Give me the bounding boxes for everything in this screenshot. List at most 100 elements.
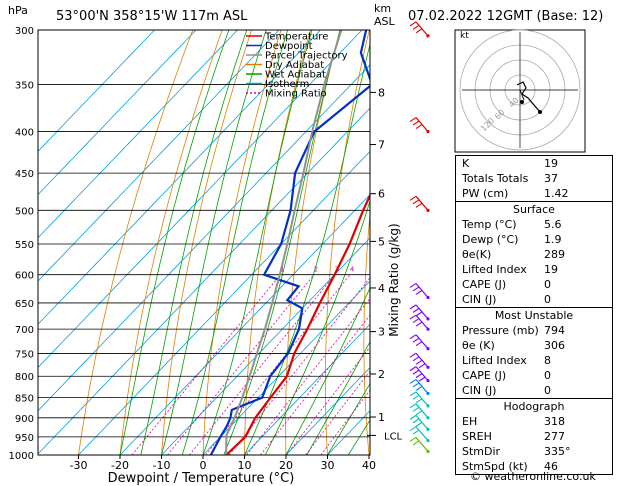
legend-label: Wet Adiabat (265, 70, 326, 81)
series-line-temperature (225, 192, 370, 455)
wind-barb-flag (412, 337, 420, 343)
plot-frame (37, 29, 371, 456)
asl-label: ASL (374, 15, 396, 28)
wind-barb-flag (412, 356, 420, 362)
index-row: Temp (°C) 5.6 (456, 217, 612, 232)
wind-barb-flag (412, 440, 420, 446)
index-label: θe(K) (462, 248, 492, 261)
index-row: Lifted Index 19 (456, 262, 612, 277)
wind-barb-dot (426, 208, 430, 212)
index-row: Dewp (°C) 1.9 (456, 232, 612, 247)
index-row: PW (cm) 1.42 (456, 186, 612, 201)
index-label: StmDir (462, 445, 501, 458)
x-axis-label: Dewpoint / Temperature (°C) (108, 471, 295, 486)
wind-barb (415, 437, 429, 452)
index-value: 1.42 (544, 187, 569, 200)
wind-barb-flag (409, 314, 417, 320)
wind-barb-flag (415, 373, 423, 379)
pressure-tick-label: 550 (15, 240, 34, 251)
wind-barb-flag (415, 290, 423, 295)
pressure-tick-label: 450 (15, 169, 34, 180)
unstable-title: Most Unstable (456, 307, 612, 323)
temp-tick-label: 40 (362, 459, 376, 472)
wind-barb-dot (426, 129, 430, 134)
index-value: 19 (544, 263, 558, 276)
wind-barb-flag (415, 359, 423, 365)
wind-barb-flag (409, 378, 417, 384)
index-label: CIN (J) (462, 384, 497, 397)
wind-barb-flag (409, 195, 417, 201)
index-row: StmDir 335° (456, 444, 612, 459)
y-axis-label: Mixing Ratio (g/kg) (387, 223, 401, 336)
index-label: K (462, 157, 470, 170)
dry-adiabat-line (78, 30, 194, 455)
wind-barb-flag (412, 394, 420, 400)
wind-barb-flag (412, 199, 420, 205)
index-value: 277 (544, 430, 565, 443)
wind-barb (415, 117, 429, 132)
index-label: Dewp (°C) (462, 233, 519, 246)
wind-barb-dot (426, 449, 430, 454)
wind-barb-flag (409, 117, 417, 123)
pressure-tick-label: 400 (15, 128, 34, 139)
index-value: 0 (544, 293, 551, 306)
km-tick-label: 1 (378, 411, 385, 424)
index-value: 37 (544, 172, 558, 185)
index-label: StmSpd (kt) (462, 460, 528, 473)
wind-barb-flag (415, 28, 423, 34)
isotherm-line (38, 30, 280, 282)
index-row: CIN (J) 0 (456, 383, 612, 398)
hodograph-end-dot (538, 110, 542, 114)
temp-tick-label: 30 (321, 459, 335, 472)
pressure-tick-label: 300 (15, 26, 34, 37)
hodograph-trace (516, 81, 541, 113)
wind-barb-flag (412, 418, 420, 424)
wind-barb-flag (415, 311, 423, 317)
footer-credit: © weatheronline.co.uk (470, 470, 596, 483)
wind-barb-dot (426, 438, 430, 443)
index-row: θe(K) 289 (456, 247, 612, 262)
wind-barb (415, 426, 429, 441)
location-title: 53°00'N 358°15'W 117m ASL (56, 9, 248, 24)
wind-barb-flag (409, 366, 417, 372)
surface-title: Surface (456, 201, 612, 217)
hodograph-ring (459, 29, 581, 151)
km-tick-label: 8 (378, 86, 385, 99)
storm-motion-dot (520, 100, 524, 104)
index-label: Totals Totals (462, 172, 529, 185)
wind-barb-flag (412, 307, 420, 313)
mixing-ratio-line (131, 274, 281, 455)
wind-barbs (409, 21, 430, 454)
wind-barb-flag (412, 24, 420, 30)
wind-barb-flag (412, 382, 420, 388)
wind-barb-flag (415, 398, 423, 404)
index-label: Lifted Index (462, 263, 527, 276)
km-tick-label: 7 (378, 139, 385, 152)
temp-tick-label: 20 (279, 459, 293, 472)
wind-barb-dot (426, 427, 430, 431)
index-label: EH (462, 415, 478, 428)
mixing-ratio-label: 1 (280, 266, 284, 274)
mixing-ratio-label: 6 (372, 266, 377, 274)
wind-barb-flag (409, 334, 417, 340)
pressure-tick-label: 900 (15, 414, 34, 425)
pressure-tick-label: 650 (15, 299, 34, 310)
mixing-ratio-label: 4 (350, 266, 355, 274)
isotherm-line (285, 366, 370, 455)
pressure-tick-label: 800 (15, 372, 34, 383)
wind-barb-flag (409, 283, 417, 288)
km-tick-label: 5 (378, 235, 385, 248)
km-label: km (374, 2, 391, 15)
index-row: StmSpd (kt) 46 (456, 459, 612, 474)
mixing-ratio-label: 20 (442, 266, 451, 274)
wind-barb-dot (426, 379, 430, 383)
index-row: CAPE (J) 0 (456, 277, 612, 292)
index-label: θe (K) (462, 339, 495, 352)
wind-barb-flag (415, 385, 423, 391)
dry-adiabat-line (161, 30, 252, 455)
index-row: CAPE (J) 0 (456, 368, 612, 383)
wind-barb-dot (426, 295, 430, 300)
wind-barb-flag (415, 341, 423, 347)
